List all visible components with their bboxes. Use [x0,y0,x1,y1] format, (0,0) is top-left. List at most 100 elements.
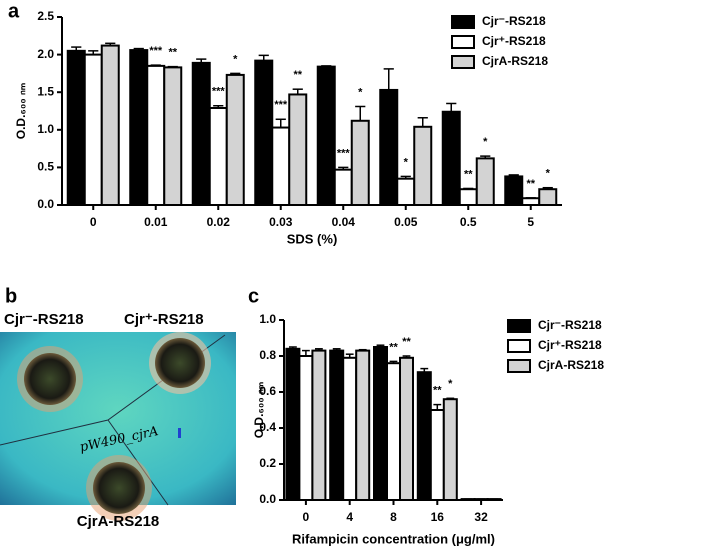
bar [521,197,541,206]
y-tick-label: 1.0 [259,312,276,326]
bar [298,355,314,501]
bar [441,110,461,206]
bar [350,119,370,206]
legend-label: Cjr⁻-RS218 [538,318,602,332]
bar [486,498,502,502]
bar [396,177,416,206]
bar [83,53,103,206]
bar [100,44,120,206]
x-tick-label: 0.04 [332,215,356,229]
significance: * [358,86,363,98]
bar [288,93,308,206]
bar [429,409,445,501]
significance: * [404,156,409,168]
bar [225,73,245,206]
legend-swatch [451,15,475,29]
x-tick-label: 0.03 [269,215,293,229]
significance: ** [526,178,535,190]
photo-caption: Cjr⁻-RS218 [4,311,84,328]
bar [373,346,388,501]
legend-swatch [451,55,475,69]
legend-label: CjrA-RS218 [482,54,548,68]
y-tick-label: 1.5 [37,84,54,98]
bar [416,371,432,502]
bar [208,106,228,206]
significance: ** [293,69,302,81]
bar [442,398,458,502]
bar [386,362,401,502]
photo-caption: Cjr⁺-RS218 [124,311,204,328]
x-axis-label: Rifampicin concentration (μg/ml) [292,531,495,546]
x-tick-label: 0.01 [144,215,168,229]
y-tick-label: 0.6 [259,384,276,398]
y-tick-label: 0.8 [259,348,276,362]
panel-label: c [248,285,259,307]
photo-caption: CjrA-RS218 [77,513,160,530]
bar [146,64,166,206]
x-tick-label: 8 [390,510,397,524]
photo-panel: b Cjr⁻-RS218 Cjr⁺-RS218 pW490_cjrA CjrA-… [0,285,236,530]
bar [285,347,301,501]
x-tick-label: 0.02 [207,215,231,229]
legend-label: Cjr⁺-RS218 [482,34,546,48]
significance: * [448,378,453,390]
bar [66,49,86,207]
significance: *** [149,45,163,57]
legend-label: Cjr⁺-RS218 [538,338,602,352]
bar [163,66,183,206]
panel-label: b [5,285,17,307]
x-tick-label: 0.5 [460,215,477,229]
bar [413,125,433,206]
bar [475,157,495,207]
significance: *** [212,86,226,98]
bar [458,188,478,206]
bar [329,349,345,501]
legend-swatch [451,35,475,49]
legend-label: CjrA-RS218 [538,358,604,372]
bar [333,168,353,207]
significance: ** [168,47,177,59]
bar [538,188,558,206]
bar [254,59,274,207]
legend-swatch [507,359,531,373]
x-tick-label: 32 [474,510,488,524]
x-tick-label: 0 [303,510,310,524]
y-tick-label: 0.5 [37,160,54,174]
bar [129,49,149,207]
significance: ** [433,385,442,397]
significance: ** [464,168,473,180]
y-axis-label: O.D.₆₀₀ ₙₘ [14,83,28,140]
bar [271,126,291,206]
y-tick-label: 1.0 [37,122,54,136]
bar [316,65,336,206]
significance: *** [274,99,288,111]
bar [379,88,399,206]
pen-mark [178,428,181,438]
bar [191,61,211,207]
colony [24,353,76,405]
x-tick-label: 4 [346,510,353,524]
legend-swatch [507,339,531,353]
bar [311,349,327,501]
bar [473,498,489,502]
y-axis-label: O.D.₆₀₀ ₙₘ [252,382,266,439]
bar [460,498,476,502]
significance: ** [402,336,411,348]
bar [399,356,414,501]
y-tick-label: 0.0 [37,197,54,211]
panel-label: a [8,0,20,22]
bar [342,356,358,501]
y-tick-label: 0.2 [259,456,276,470]
x-tick-label: 16 [431,510,445,524]
y-tick-label: 2.5 [37,9,54,23]
significance: * [483,136,488,148]
x-axis-label: SDS (%) [287,231,338,246]
significance: * [546,168,551,180]
colony [93,462,145,514]
significance: * [233,53,238,65]
colony [155,338,205,388]
bar [355,349,371,501]
legend-label: Cjr⁻-RS218 [482,14,546,28]
legend-swatch [507,319,531,333]
